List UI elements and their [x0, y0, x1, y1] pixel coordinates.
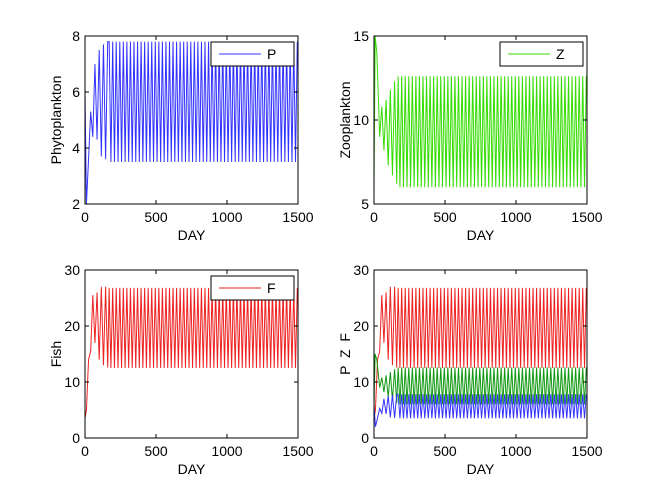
y-tick-label: 10: [353, 374, 369, 390]
x-tick-label: 0: [81, 443, 89, 459]
x-tick-label: 0: [370, 443, 378, 459]
axes-frame: [84, 35, 299, 205]
x-tick-label: 0: [370, 209, 378, 225]
y-tick-label: 15: [353, 28, 369, 44]
legend: Z: [499, 41, 584, 67]
y-tick-label: 10: [353, 112, 369, 128]
axes-frame: [373, 269, 588, 439]
legend-entry-label: F: [267, 280, 276, 296]
x-tick-label: 0: [81, 209, 89, 225]
legend: F: [210, 275, 295, 301]
series-line-0: [374, 286, 587, 419]
x-tick-label: 500: [144, 443, 168, 459]
x-axis-label: DAY: [178, 227, 206, 243]
y-tick-label: 5: [361, 196, 369, 212]
x-tick-label: 1000: [211, 443, 242, 459]
x-tick-label: 1000: [500, 209, 531, 225]
x-tick-label: 500: [433, 209, 457, 225]
legend: P: [210, 41, 295, 67]
series-line-z: [374, 36, 587, 188]
x-axis-label: DAY: [467, 227, 495, 243]
y-tick-label: 8: [72, 28, 80, 44]
subplot-4: 0 500 1000 1500 0 10 20 30 DAY P Z F: [337, 262, 603, 477]
series-line-f: [85, 286, 298, 419]
y-tick-label: 0: [361, 430, 369, 446]
subplot-1: 0 500 1000 1500 2 4 6 8 DAY Phytoplankton P: [48, 28, 314, 243]
y-tick-label: 0: [72, 430, 80, 446]
x-tick-label: 1500: [571, 209, 602, 225]
axes-frame: [84, 269, 299, 439]
y-axis-label: Phytoplankton: [48, 76, 64, 165]
x-axis-label: DAY: [178, 461, 206, 477]
y-axis-label: Fish: [48, 341, 64, 367]
y-tick-label: 20: [64, 318, 80, 334]
x-tick-label: 500: [144, 209, 168, 225]
x-tick-label: 1500: [282, 209, 313, 225]
y-tick-label: 4: [72, 140, 80, 156]
series-line-p: [85, 41, 298, 204]
x-tick-label: 500: [433, 443, 457, 459]
y-tick-label: 20: [353, 318, 369, 334]
y-tick-label: 30: [353, 262, 369, 278]
x-axis-label: DAY: [467, 461, 495, 477]
x-tick-label: 1000: [211, 209, 242, 225]
legend-entry-label: Z: [556, 46, 565, 62]
y-tick-label: 6: [72, 84, 80, 100]
x-tick-label: 1500: [282, 443, 313, 459]
y-axis-label: Zooplankton: [337, 81, 353, 158]
y-axis-label: P Z F: [337, 333, 353, 375]
subplot-3: 0 500 1000 1500 0 10 20 30 DAY Fish F: [48, 262, 314, 477]
series-line-1: [374, 353, 587, 405]
x-tick-label: 1000: [500, 443, 531, 459]
series-line-2: [374, 393, 587, 427]
legend-entry-label: P: [267, 46, 276, 62]
y-tick-label: 30: [64, 262, 80, 278]
subplot-2: 0 500 1000 1500 5 10 15 DAY Zooplankton Z: [337, 28, 603, 243]
y-tick-label: 10: [64, 374, 80, 390]
y-tick-label: 2: [72, 196, 80, 212]
x-tick-label: 1500: [571, 443, 602, 459]
